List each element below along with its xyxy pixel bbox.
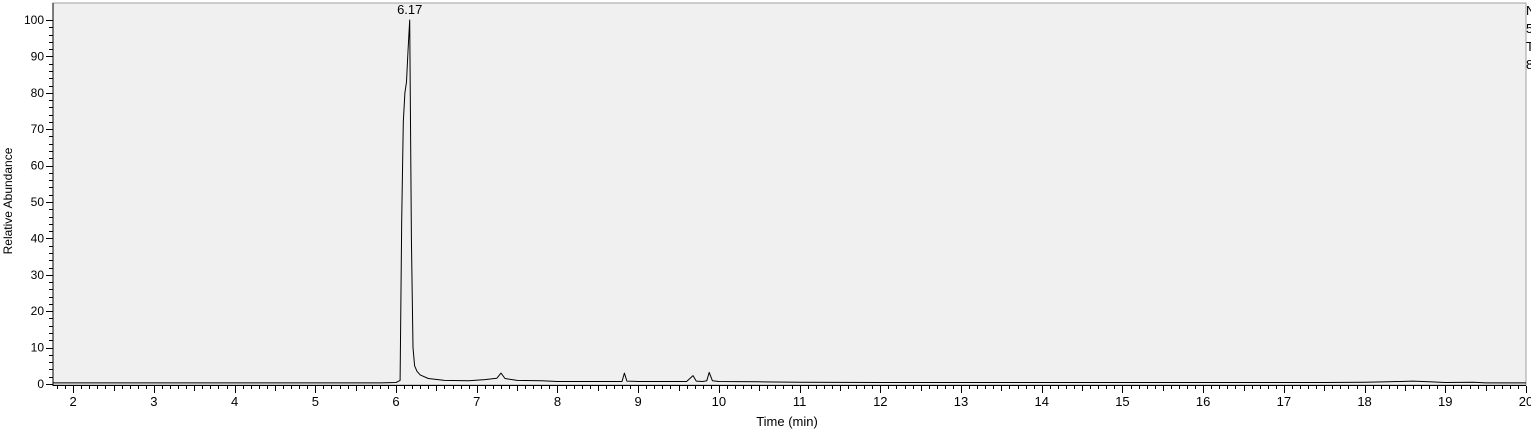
- y-tick-label: 20: [31, 304, 45, 318]
- x-tick-label: 4: [231, 394, 238, 409]
- annotation-layer: 6.17: [397, 2, 422, 17]
- y-tick-label: 40: [31, 231, 45, 245]
- clipped-side-text-item: N: [1526, 3, 1531, 18]
- x-tick-label: 12: [873, 394, 887, 409]
- x-tick-label: 6: [392, 394, 399, 409]
- x-tick-label: 3: [150, 394, 157, 409]
- y-tick-label: 100: [24, 13, 44, 27]
- x-axis: 2 3 4 5 6 7 8 9 10 11 12 13 14 15 16 17 18 19 20: [53, 385, 1531, 409]
- y-tick-label: 70: [31, 122, 45, 136]
- y-tick-label: 60: [31, 159, 45, 173]
- x-tick-label: 8: [554, 394, 561, 409]
- x-axis-label: Time (min): [756, 414, 818, 429]
- y-axis-label: Relative Abundance: [1, 147, 15, 254]
- x-tick-label: 20: [1519, 394, 1531, 409]
- series-line-0: [53, 19, 1526, 384]
- x-tick-label: 14: [1034, 394, 1048, 409]
- x-tick-label: 11: [793, 394, 807, 409]
- y-tick-label: 30: [31, 268, 45, 282]
- clipped-side-text-item: 5: [1526, 21, 1531, 36]
- y-tick-label: 10: [31, 341, 45, 355]
- peak-label: 6.17: [397, 2, 422, 17]
- y-tick-label: 50: [31, 195, 45, 209]
- x-tick-label: 10: [712, 394, 726, 409]
- x-tick-label: 19: [1438, 394, 1452, 409]
- x-tick-label: 13: [954, 394, 968, 409]
- y-tick-label: 80: [31, 86, 45, 100]
- y-tick-label: 0: [37, 377, 44, 391]
- x-tick-label: 18: [1357, 394, 1371, 409]
- x-tick-label: 15: [1115, 394, 1129, 409]
- x-tick-label: 2: [70, 394, 77, 409]
- plot-area: [52, 2, 1527, 386]
- y-tick-label: 90: [31, 49, 45, 63]
- x-tick-label: 16: [1196, 394, 1210, 409]
- x-tick-label: 5: [312, 394, 319, 409]
- clipped-side-text-item: T: [1526, 39, 1531, 54]
- clipped-side-text-item: 8: [1526, 57, 1531, 72]
- series-layer: [53, 19, 1526, 384]
- x-tick-label: 7: [473, 394, 480, 409]
- x-tick-label: 9: [635, 394, 642, 409]
- y-axis: 0 10 20 30 40 50 60 70 80 90 100: [24, 3, 54, 391]
- x-tick-label: 17: [1277, 394, 1291, 409]
